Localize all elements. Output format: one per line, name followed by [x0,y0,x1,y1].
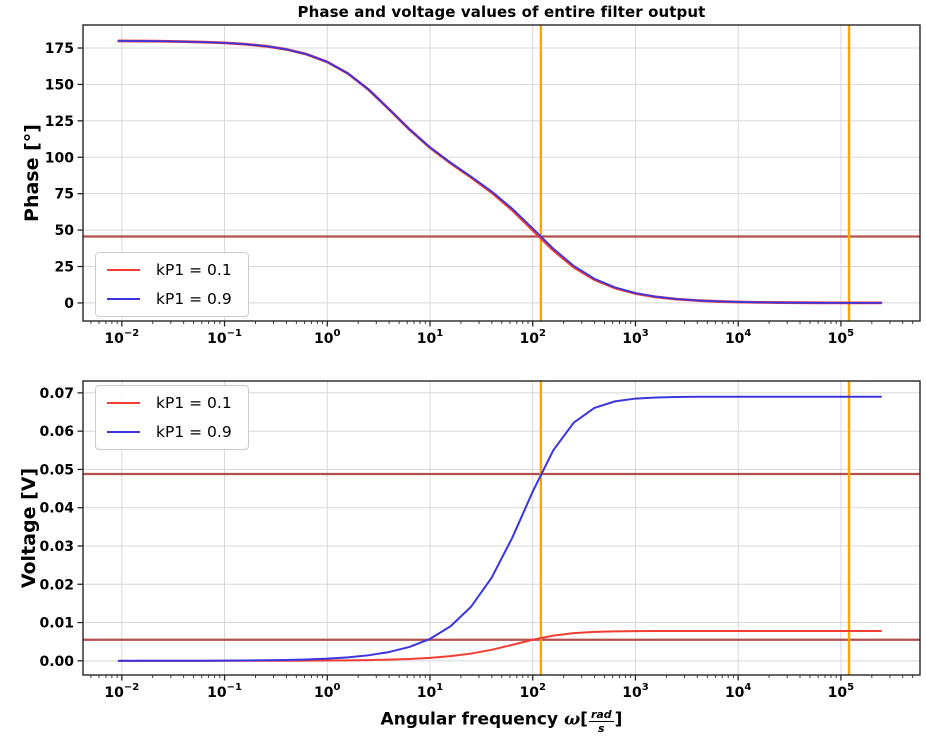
legend-label: kP1 = 0.1 [156,261,232,279]
legend-line-red [107,269,140,271]
legend-line-red [107,402,140,404]
legend-voltage-plot: kP1 = 0.1 kP1 = 0.9 [95,385,249,450]
y-tick-label: 0.07 [39,386,74,402]
y-tick-label: 0.04 [39,501,74,517]
legend-label: kP1 = 0.9 [156,423,232,441]
x-axis-label-text: Angular frequency [380,709,564,730]
y-tick-label: 25 [55,260,74,276]
x-tick-label: 101 [417,682,443,701]
x-tick-label: 105 [828,682,854,701]
x-tick-label: 102 [520,682,546,701]
x-tick-label: 103 [622,328,648,347]
y-tick-label: 0.01 [39,616,74,632]
bracket-close: ] [614,709,623,730]
x-tick-label: 10−1 [207,682,242,701]
y-tick-label: 100 [45,150,74,166]
y-tick-label: 0.06 [39,424,74,440]
x-tick-label: 10−2 [104,682,139,701]
x-tick-label: 102 [520,328,546,347]
legend-entry-kp1-09: kP1 = 0.9 [107,290,232,308]
y-axis-label-phase: Phase [°] [21,124,43,222]
x-tick-label: 104 [725,328,751,347]
x-tick-label: 103 [622,682,648,701]
x-tick-label: 105 [828,328,854,347]
y-tick-label: 125 [45,114,74,130]
x-axis-label: Angular frequency ω[rad s] [83,709,920,734]
legend-phase-plot: kP1 = 0.1 kP1 = 0.9 [95,252,249,317]
y-tick-label: 0.02 [39,577,74,593]
x-tick-label: 100 [314,682,340,701]
rad-per-s-fraction: rad s [588,708,614,735]
y-tick-label: 0 [64,296,74,312]
x-tick-label: 104 [725,682,751,701]
x-tick-label: 10−2 [104,328,139,347]
omega-symbol: ω [563,709,581,730]
legend-entry-kp1-09: kP1 = 0.9 [107,423,232,441]
curve-kp1-0-9 [117,395,882,662]
y-tick-label: 0.00 [39,654,74,670]
legend-label: kP1 = 0.1 [156,394,232,412]
y-tick-label: 0.05 [39,462,74,478]
legend-entry-kp1-01: kP1 = 0.1 [107,261,232,279]
legend-label: kP1 = 0.9 [156,290,232,308]
y-tick-label: 150 [45,77,74,93]
x-tick-label: 101 [417,328,443,347]
y-tick-label: 75 [55,187,74,203]
curve-kp1-0-1 [117,629,882,662]
bracket-open: [ [580,709,588,730]
legend-line-blue [107,298,140,300]
legend-entry-kp1-01: kP1 = 0.1 [107,394,232,412]
x-tick-label: 100 [314,328,340,347]
y-tick-label: 50 [55,223,75,239]
curve-kp1-0-9 [117,40,882,304]
legend-line-blue [107,431,140,433]
fraction-numerator: rad [588,708,614,722]
y-tick-label: 175 [45,41,74,57]
chart-title: Phase and voltage values of entire filte… [297,3,706,21]
fraction-denominator: s [598,722,605,735]
x-tick-label: 10−1 [207,328,242,347]
y-tick-label: 0.03 [39,539,74,555]
y-axis-label-voltage: Voltage [V] [18,467,40,589]
